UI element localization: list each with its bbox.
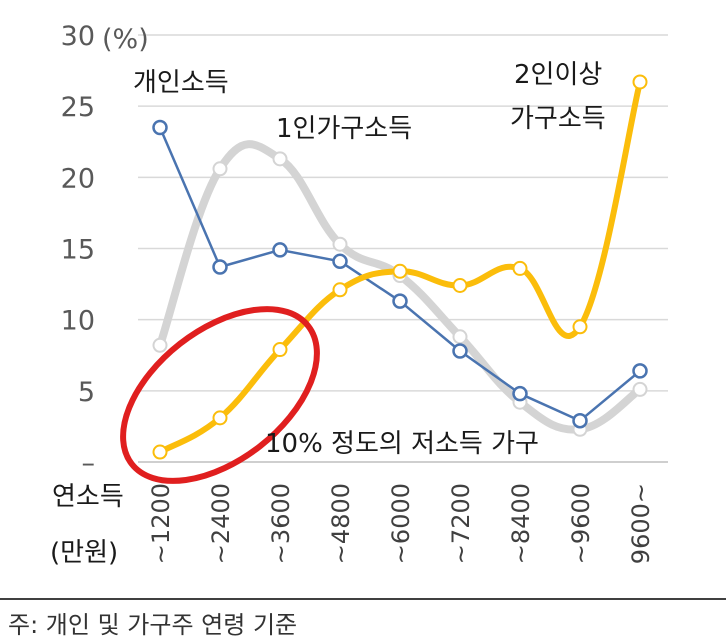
data-point-personal-income	[152, 119, 168, 136]
data-point-personal-income	[512, 385, 528, 402]
data-point-multi-household-income	[152, 444, 168, 460]
series-points	[152, 74, 648, 460]
y-tick-label: 25	[61, 92, 95, 123]
y-tick-label: 15	[61, 235, 95, 266]
data-point-single-household-income	[212, 161, 228, 177]
grid-lines	[138, 34, 668, 463]
x-tick-label: ~6000	[387, 483, 415, 564]
series-label-multi-household-line2: 가구소득	[510, 104, 606, 134]
data-point-multi-household-income	[452, 278, 468, 294]
data-point-multi-household-income	[572, 319, 588, 335]
data-point-personal-income	[212, 259, 228, 275]
y-axis-ticks: – 5 10 15 20 25 30	[61, 21, 95, 479]
data-point-personal-income	[392, 293, 408, 309]
x-tick-label: ~2400	[207, 483, 235, 564]
x-tick-label: ~4800	[327, 483, 355, 564]
y-axis-unit: (%)	[102, 24, 149, 55]
data-point-multi-household-income	[212, 410, 228, 426]
x-axis-label-line2: (만원)	[50, 538, 118, 568]
data-point-single-household-income	[332, 236, 348, 252]
data-point-multi-household-income	[332, 282, 348, 298]
y-tick-label: 20	[61, 163, 95, 194]
x-tick-label: ~9600	[567, 483, 595, 564]
x-axis-ticks: ~1200 ~2400 ~3600 ~4800 ~6000 ~7200 ~8400 ~9600…	[147, 483, 655, 564]
y-tick-label: 10	[61, 306, 95, 337]
x-axis-label-line1: 연소득	[52, 482, 124, 512]
series-line-single-household-income	[156, 140, 644, 434]
data-point-single-household-income	[152, 337, 168, 353]
data-point-personal-income	[272, 242, 288, 258]
y-tick-label: 30	[61, 21, 95, 52]
data-point-multi-household-income	[272, 342, 288, 358]
series-label-single-household-income: 1인가구소득	[276, 114, 412, 144]
data-point-single-household-income	[452, 329, 468, 345]
annotation-low-income: 10% 정도의 저소득 가구	[265, 429, 539, 459]
x-tick-label: ~3600	[267, 483, 295, 564]
series-label-personal-income: 개인소득	[133, 68, 229, 98]
data-point-personal-income	[632, 363, 648, 379]
y-tick-label: –	[82, 448, 96, 479]
x-tick-label: ~7200	[447, 483, 475, 564]
data-point-personal-income	[572, 412, 588, 429]
x-tick-label: ~1200	[147, 483, 175, 564]
x-tick-label: ~8400	[507, 483, 535, 564]
series-label-multi-household-line1: 2인이상	[514, 60, 602, 90]
data-point-multi-household-income	[632, 74, 648, 90]
data-point-multi-household-income	[512, 260, 528, 276]
data-point-personal-income	[332, 253, 348, 270]
data-point-personal-income	[452, 343, 468, 359]
y-tick-label: 5	[78, 377, 95, 408]
data-point-multi-household-income	[392, 263, 408, 279]
data-point-single-household-income	[632, 381, 648, 397]
x-tick-label: 9600~	[627, 483, 655, 564]
low-income-highlight-ellipse	[120, 306, 320, 484]
data-point-single-household-income	[272, 151, 288, 167]
footnote: 주: 개인 및 가구주 연령 기준	[8, 611, 297, 639]
